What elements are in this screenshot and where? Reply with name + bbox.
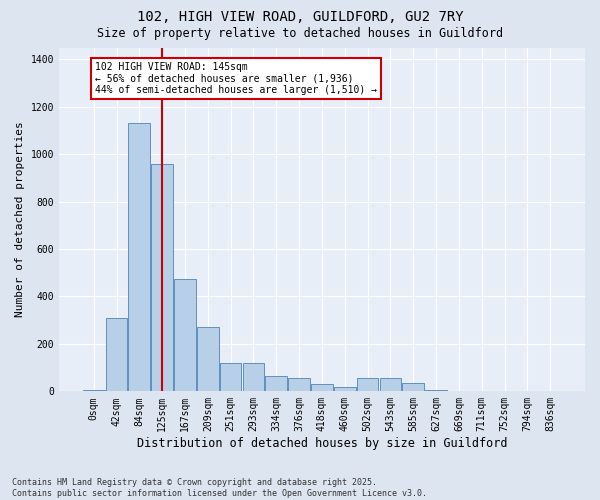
Bar (128, 124, 150, 392)
Bar (83, 390, 104, 392)
Bar (242, 363, 265, 392)
Y-axis label: Number of detached properties: Number of detached properties (15, 122, 25, 318)
Bar (220, 363, 241, 392)
Text: 102 HIGH VIEW ROAD: 145sqm
← 56% of detached houses are smaller (1,936)
44% of s: 102 HIGH VIEW ROAD: 145sqm ← 56% of deta… (95, 62, 377, 95)
Text: Size of property relative to detached houses in Guildford: Size of property relative to detached ho… (97, 28, 503, 40)
Bar (334, 386, 356, 392)
Bar (311, 384, 333, 392)
Bar (380, 378, 401, 392)
Bar (403, 383, 424, 392)
Bar (265, 376, 287, 392)
X-axis label: Distribution of detached houses by size in Guildford: Distribution of detached houses by size … (137, 437, 507, 450)
Bar (197, 328, 218, 392)
Bar (106, 318, 127, 392)
Bar (151, 164, 173, 392)
Bar (174, 278, 196, 392)
Text: 102, HIGH VIEW ROAD, GUILDFORD, GU2 7RY: 102, HIGH VIEW ROAD, GUILDFORD, GU2 7RY (137, 10, 463, 24)
Text: Contains HM Land Registry data © Crown copyright and database right 2025.
Contai: Contains HM Land Registry data © Crown c… (12, 478, 427, 498)
Bar (425, 390, 447, 392)
Bar (288, 378, 310, 392)
Bar (357, 378, 379, 392)
